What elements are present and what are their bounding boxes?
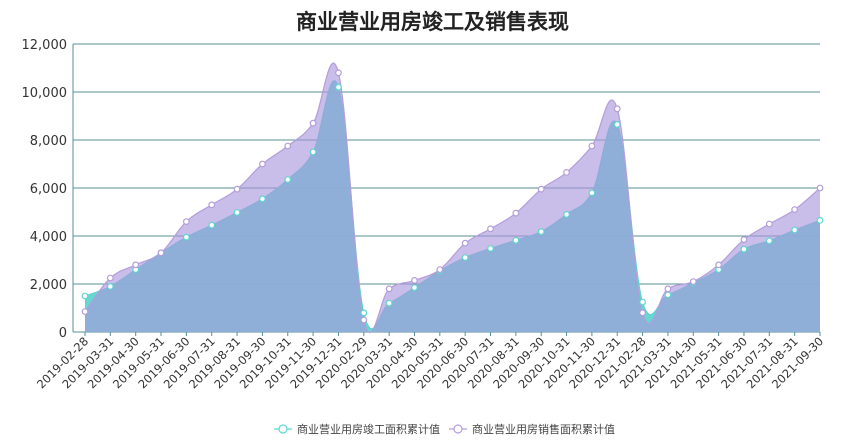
legend[interactable]: 商业营业用房竣工面积累计值 商业营业用房销售面积累计值 [274,422,615,436]
data-point[interactable] [512,209,520,217]
data-point[interactable] [385,285,393,293]
data-point[interactable] [106,274,114,282]
data-point[interactable] [360,316,368,324]
data-point[interactable] [461,239,469,247]
data-point[interactable] [765,237,773,245]
data-point[interactable] [182,233,190,241]
data-point[interactable] [563,210,570,218]
data-point[interactable] [689,278,697,286]
data-point[interactable] [208,221,216,229]
data-point[interactable] [411,284,418,292]
y-tick-label: 6,000 [30,182,67,197]
data-point[interactable] [512,236,520,244]
data-point[interactable] [411,277,418,284]
data-point[interactable] [233,185,241,193]
y-tick-label: 4,000 [30,230,67,245]
data-point[interactable] [157,249,165,257]
data-point[interactable] [284,142,292,150]
data-point[interactable] [461,254,469,262]
data-point[interactable] [740,236,748,244]
legend-marker [453,424,463,434]
data-point[interactable] [436,266,444,274]
data-point[interactable] [309,148,317,156]
data-point[interactable] [309,119,317,127]
data-point[interactable] [132,261,140,269]
series-area-1 [85,63,820,333]
data-point[interactable] [588,189,596,197]
data-point[interactable] [208,201,216,209]
data-point[interactable] [487,245,494,252]
data-point[interactable] [664,285,672,293]
data-point[interactable] [563,168,570,176]
chart-title: 商业营业用房竣工及销售表现 [296,10,569,34]
data-point[interactable] [81,308,89,316]
data-point[interactable] [487,225,494,233]
data-point[interactable] [106,283,114,290]
data-point[interactable] [740,245,748,253]
y-tick-label: 10,000 [22,86,68,101]
data-point[interactable] [791,226,799,234]
y-tick-label: 2,000 [30,278,67,293]
y-tick-label: 8,000 [30,134,67,149]
area-layer [84,62,821,333]
axis-layer: 02,0004,0006,0008,00010,00012,0002019-02… [22,38,827,391]
data-point[interactable] [613,120,621,128]
data-point[interactable] [816,216,824,224]
y-tick-label: 0 [59,326,67,341]
data-point[interactable] [639,298,646,306]
data-point[interactable] [613,105,621,113]
data-point[interactable] [81,292,89,300]
data-point[interactable] [664,291,672,299]
series-line-1 [84,62,821,333]
data-point[interactable] [182,218,190,226]
point-layer [81,69,824,324]
data-point[interactable] [335,69,342,77]
legend-item-0[interactable]: 商业营业用房竣工面积累计值 [274,422,440,436]
data-point[interactable] [816,184,824,192]
data-point[interactable] [335,83,342,91]
data-point[interactable] [360,309,368,317]
data-point[interactable] [259,195,266,203]
data-point[interactable] [791,206,799,214]
data-point[interactable] [233,209,241,216]
data-point[interactable] [588,142,596,150]
data-point[interactable] [715,261,723,269]
legend-label: 商业营业用房销售面积累计值 [472,422,615,436]
data-point[interactable] [639,309,646,317]
legend-item-1[interactable]: 商业营业用房销售面积累计值 [449,422,615,436]
data-point[interactable] [537,185,545,193]
legend-label: 商业营业用房竣工面积累计值 [297,422,440,436]
data-point[interactable] [284,176,292,184]
data-point[interactable] [259,160,266,168]
data-point[interactable] [765,220,773,228]
data-point[interactable] [385,299,393,307]
legend-marker [278,424,288,434]
data-point[interactable] [537,228,545,236]
y-tick-label: 12,000 [22,38,68,53]
